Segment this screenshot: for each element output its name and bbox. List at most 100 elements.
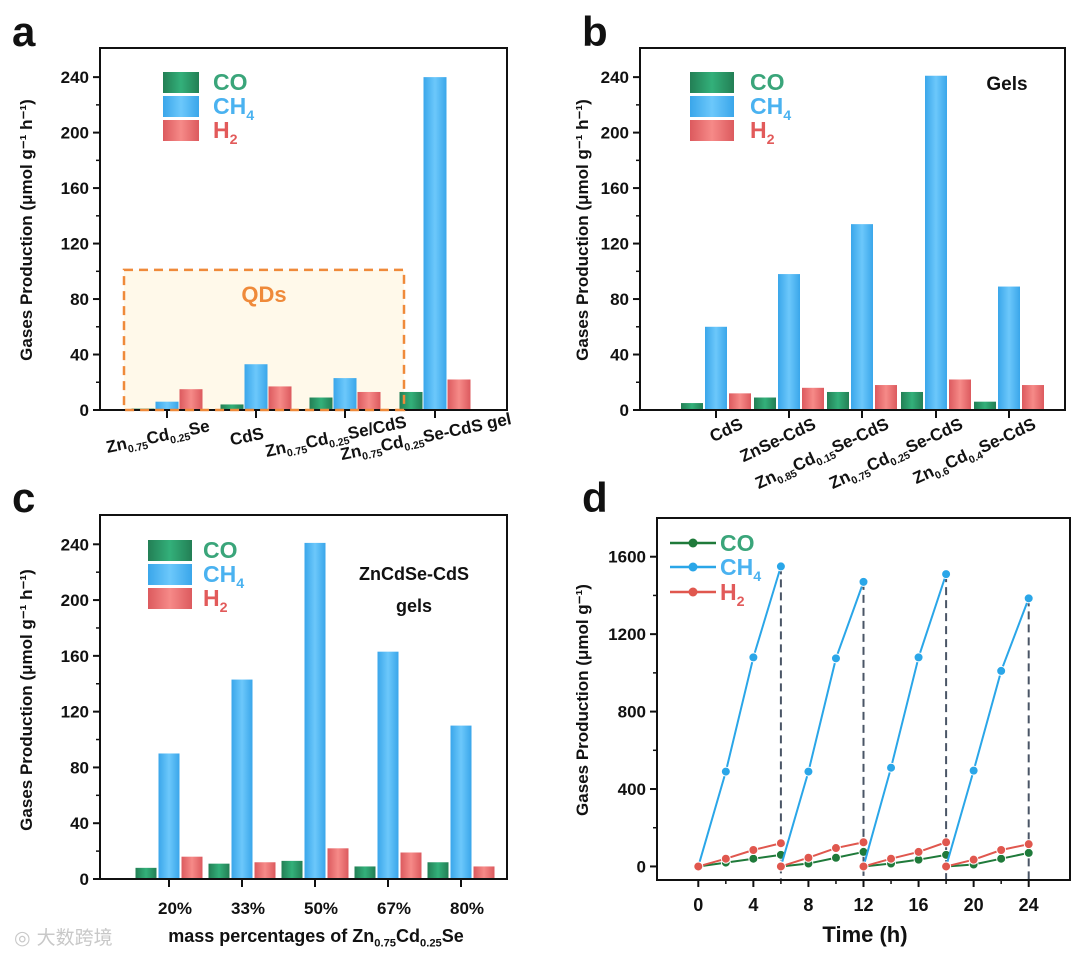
line-CO-cycle-2 [780, 850, 864, 868]
legend-label-CH4: CH4 [203, 561, 244, 592]
bar-CO-1 [220, 404, 244, 410]
x-tick-label: 20% [158, 899, 192, 918]
point-CH4 [941, 569, 952, 580]
legend-swatch-CO [163, 72, 199, 93]
line-H2-cycle-3 [863, 841, 947, 868]
point-CH4 [720, 766, 731, 777]
annotation-label: ZnCdSe-CdS [359, 564, 469, 584]
y-tick-label: 240 [601, 68, 629, 87]
y-tick-label: 160 [61, 647, 89, 666]
bar-H2-4 [473, 866, 495, 879]
bar-H2-0 [179, 389, 203, 410]
y-tick-label: 40 [70, 814, 89, 833]
legend-swatch-CO [148, 540, 192, 561]
bar-CO-4 [974, 401, 996, 410]
gels-label: Gels [986, 74, 1027, 95]
line-CH4-cycle-1 [697, 566, 782, 867]
legend-label-CO: CO [720, 530, 755, 556]
bar-H2-2 [357, 391, 381, 410]
x-tick-label: 33% [231, 899, 265, 918]
line-CH4-cycle-3 [862, 573, 948, 867]
point-H2 [941, 861, 952, 872]
bar-CH4-1 [778, 274, 800, 410]
panel-letter-c: c [12, 474, 35, 521]
point-CH4 [775, 561, 786, 572]
watermark-logo: ◎ 大数跨境 [14, 927, 113, 949]
plot-frame [99, 47, 508, 411]
y-tick-label: 120 [61, 703, 89, 722]
legend-label-CO: CO [213, 69, 248, 95]
bar-CH4-3 [925, 75, 947, 410]
bar-CH4-4 [998, 286, 1020, 410]
legend-marker-CH4 [688, 562, 698, 572]
y-tick-label: 200 [61, 591, 89, 610]
x-tick-label: 24 [1019, 895, 1039, 915]
x-axis-label: mass percentages of Zn0.75Cd0.25Se [168, 926, 464, 950]
y-tick-label: 1200 [608, 625, 646, 644]
panel-letter-a: a [12, 8, 36, 55]
point-CH4 [803, 766, 814, 777]
line-CO-cycle-4 [946, 851, 1029, 868]
y-axis-label: Gases Production (μmol g⁻¹ h⁻¹) [573, 99, 592, 361]
legend-swatch-CH4 [163, 96, 199, 117]
plot-frame [639, 47, 1066, 411]
legend-swatch-H2 [148, 588, 192, 609]
point-CH4 [913, 652, 924, 663]
point-CH4 [996, 665, 1007, 676]
y-tick-label: 120 [601, 235, 629, 254]
bar-CO-2 [827, 391, 849, 410]
x-tick-label: Zn0.75Cd0.25Se [104, 416, 212, 460]
x-tick-label: 50% [304, 899, 338, 918]
bar-H2-1 [268, 386, 292, 410]
bar-H2-0 [729, 393, 751, 410]
bar-CO-2 [309, 397, 333, 410]
bar-CH4-2 [333, 378, 357, 410]
bar-CH4-0 [705, 326, 727, 410]
y-tick-label: 160 [601, 179, 629, 198]
x-tick-label: Zn0.6Cd0.4Se-CdS [910, 414, 1040, 490]
point-H2 [886, 853, 897, 864]
x-tick-label: 4 [748, 895, 758, 915]
y-axis-label: Gases Production (μmol g⁻¹ h⁻¹) [17, 569, 36, 831]
y-tick-label: 0 [620, 401, 629, 420]
x-axis-label: Time (h) [822, 922, 907, 947]
point-CH4 [886, 762, 897, 773]
bar-CH4-1 [231, 679, 253, 879]
x-tick-label: 20 [964, 895, 984, 915]
legend-label-CH4: CH4 [720, 554, 761, 585]
x-tick-label: 67% [377, 899, 411, 918]
x-tick-label: 80% [450, 899, 484, 918]
bar-CO-1 [754, 397, 776, 410]
panel-letter-b: b [582, 8, 608, 55]
x-tick-label: 0 [693, 895, 703, 915]
bar-H2-3 [949, 379, 971, 410]
y-tick-label: 0 [80, 870, 89, 889]
bar-H2-1 [802, 387, 824, 410]
point-H2 [941, 837, 952, 848]
plot-frame [99, 514, 508, 880]
legend-label-H2: H2 [750, 117, 775, 148]
qds-box [122, 268, 406, 412]
point-H2 [748, 844, 759, 855]
y-tick-label: 40 [610, 346, 629, 365]
legend-label-H2: H2 [720, 579, 745, 610]
point-H2 [720, 853, 731, 864]
line-CO-cycle-1 [698, 853, 782, 868]
legend-label-H2: H2 [203, 585, 228, 616]
legend-label-CH4: CH4 [213, 93, 254, 124]
point-CO [830, 852, 841, 863]
line-H2-cycle-2 [780, 841, 864, 868]
point-H2 [858, 837, 869, 848]
bar-CO-3 [354, 866, 376, 879]
point-CO [996, 853, 1007, 864]
bar-CH4-1 [244, 364, 268, 410]
y-tick-label: 80 [70, 758, 89, 777]
bar-CH4-0 [155, 401, 179, 410]
point-H2 [968, 854, 979, 865]
y-tick-label: 40 [70, 346, 89, 365]
x-tick-label: 12 [853, 895, 873, 915]
x-tick-label: CdS [228, 424, 265, 450]
bar-CH4-0 [158, 753, 180, 879]
legend-marker-CO [688, 538, 698, 548]
